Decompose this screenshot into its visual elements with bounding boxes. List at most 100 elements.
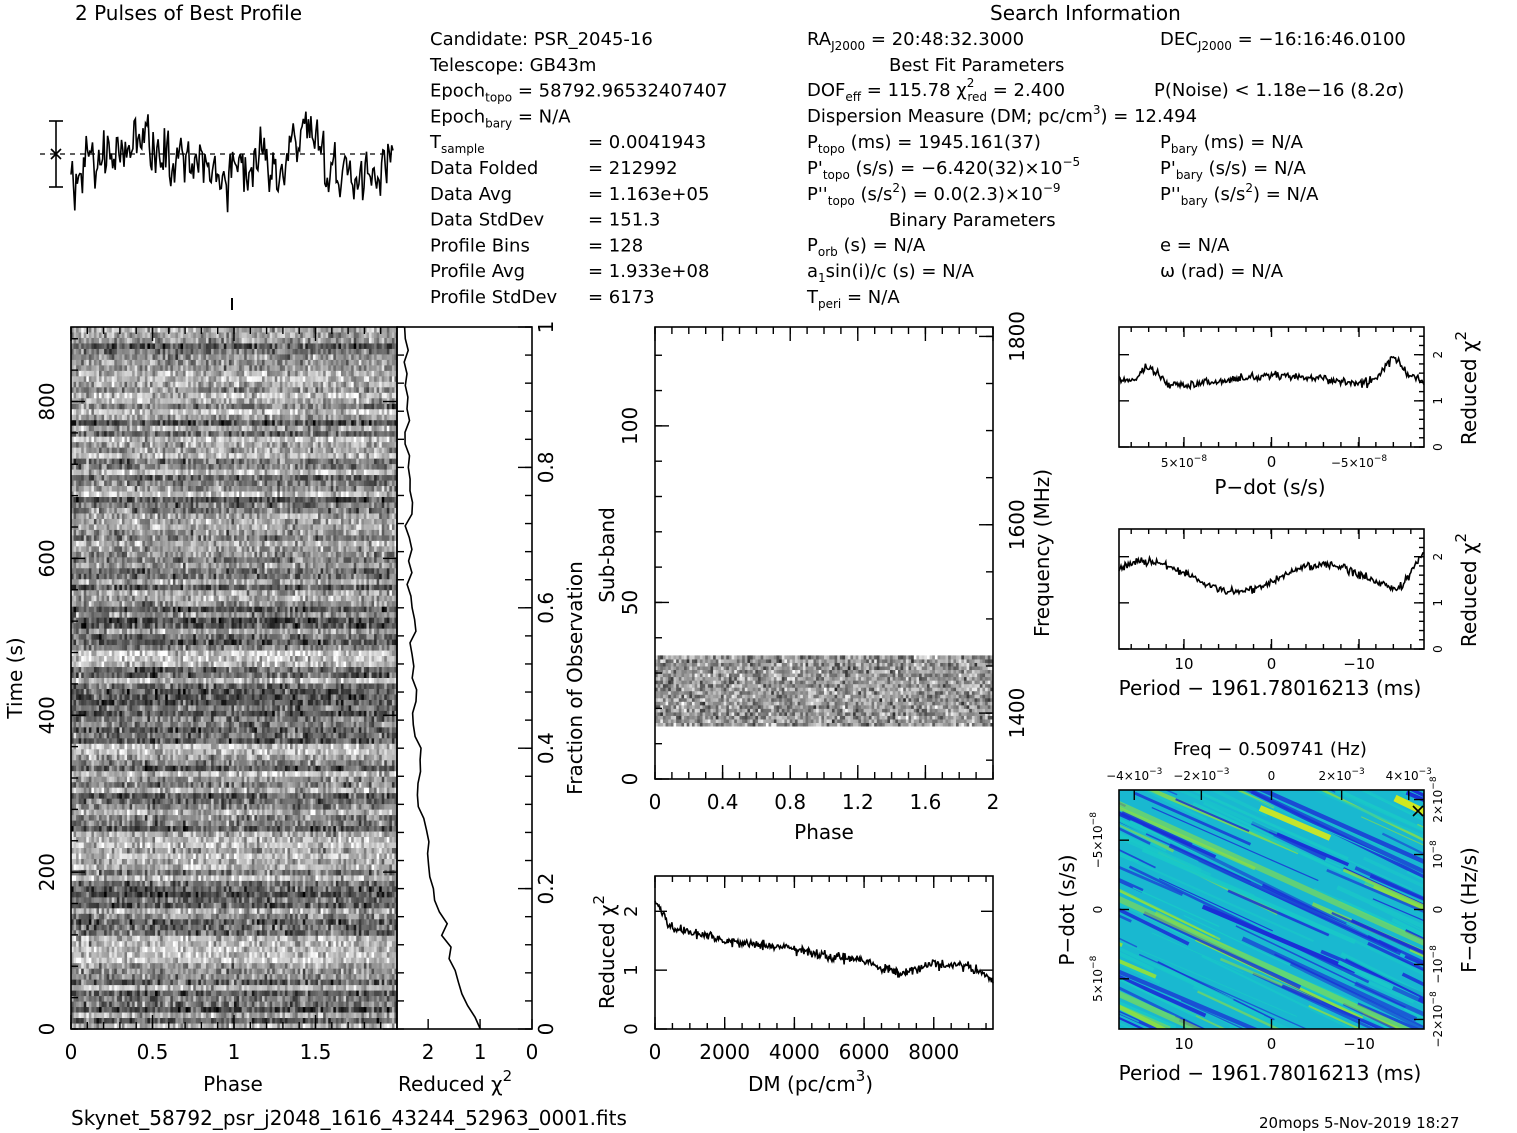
heatmap-cell <box>368 359 373 366</box>
heatmap-cell <box>200 332 205 339</box>
heatmap-cell <box>134 414 138 421</box>
heatmap-cell <box>172 332 177 339</box>
heatmap-cell <box>279 354 283 361</box>
dec-line: DECJ2000 = −16:16:46.0100 <box>1160 29 1406 53</box>
heatmap-cell <box>323 403 327 410</box>
heatmap-cell <box>279 348 283 356</box>
heatmap-cell <box>274 376 278 383</box>
heatmap-cell <box>330 414 334 421</box>
heatmap-cell <box>121 414 126 421</box>
heatmap-cell <box>208 359 212 366</box>
heatmap-cell <box>88 337 92 345</box>
heatmap-cell <box>208 376 212 383</box>
heatmap-cell <box>312 332 317 339</box>
heatmap-cell <box>320 387 324 394</box>
pnoise-line: P(Noise) < 1.18e−16 (8.2σ) <box>1154 80 1404 101</box>
heatmap-cell <box>239 365 243 372</box>
heatmap-cell <box>297 365 301 372</box>
heatmap-cell <box>139 403 143 410</box>
heatmap-cell <box>76 365 80 372</box>
heatmap-cell <box>142 370 146 377</box>
heatmap-cell <box>251 398 255 405</box>
heatmap-cell <box>172 387 177 394</box>
heatmap-cell <box>193 376 197 383</box>
heatmap-cell <box>106 376 110 383</box>
heatmap-cell <box>343 370 347 377</box>
heatmap-cell <box>190 337 194 345</box>
heatmap-cell <box>312 337 317 345</box>
heatmap-cell <box>262 354 266 361</box>
heatmap-cell <box>363 403 368 410</box>
heatmap-cell <box>363 409 368 416</box>
heatmap-cell <box>175 332 179 339</box>
heatmap-cell <box>190 414 194 421</box>
heatmap-cell <box>167 392 171 399</box>
heatmap-cell <box>318 343 322 350</box>
heatmap-cell <box>234 365 238 372</box>
heatmap-cell <box>305 381 309 388</box>
heatmap-cell <box>381 381 385 388</box>
heatmap-cell <box>267 403 271 410</box>
heatmap-cell <box>119 409 123 416</box>
heatmap-cell <box>144 381 149 388</box>
heatmap-cell <box>274 398 278 405</box>
heatmap-cell <box>211 376 215 383</box>
heatmap-cell <box>358 359 362 366</box>
heatmap-cell <box>274 365 278 372</box>
heatmap-cell <box>244 337 248 345</box>
heatmap-cell <box>172 403 177 410</box>
heatmap-cell <box>381 392 385 399</box>
heatmap-cell <box>228 370 233 377</box>
heatmap-cell <box>246 343 250 350</box>
heatmap-cell <box>106 337 110 345</box>
heatmap-cell <box>254 403 258 410</box>
heatmap-cell <box>302 398 306 405</box>
heatmap-cell <box>139 387 143 394</box>
heatmap-cell <box>277 332 281 339</box>
heatmap-cell <box>147 376 151 383</box>
heatmap-cell <box>86 409 90 416</box>
heatmap-cell <box>351 348 355 356</box>
heatmap-cell <box>147 409 151 416</box>
heatmap-cell <box>76 354 80 361</box>
heatmap-cell <box>83 332 87 339</box>
heatmap-cell <box>302 365 306 372</box>
heatmap-cell <box>119 354 123 361</box>
heatmap-cell <box>246 387 250 394</box>
info-left-value: = 151.3 <box>588 210 660 231</box>
heatmap-cell <box>114 327 118 334</box>
heatmap-cell <box>83 398 87 405</box>
heatmap-cell <box>193 403 197 410</box>
heatmap-cell <box>310 387 314 394</box>
heatmap-cell <box>221 392 225 399</box>
heatmap-cell <box>351 354 355 361</box>
heatmap-cell <box>101 376 105 383</box>
heatmap-cell <box>213 359 217 366</box>
heatmap-cell <box>333 387 337 394</box>
info-left-row: Tsample <box>429 132 485 156</box>
heatmap-cell <box>132 376 136 383</box>
heatmap-cell <box>152 354 156 361</box>
heatmap-cell <box>226 381 230 388</box>
heatmap-cell <box>389 354 393 361</box>
heatmap-cell <box>99 398 103 405</box>
heatmap-cell <box>351 403 355 410</box>
heatmap-cell <box>259 359 263 366</box>
heatmap-cell <box>312 403 317 410</box>
heatmap-cell <box>99 337 103 345</box>
heatmap-cell <box>315 337 319 345</box>
heatmap-cell <box>254 376 258 383</box>
heatmap-cell <box>267 392 271 399</box>
heatmap-cell <box>228 343 233 350</box>
heatmap-cell <box>81 370 85 377</box>
heatmap-cell <box>180 343 184 350</box>
heatmap-cell <box>71 354 75 361</box>
heatmap-cell <box>328 370 332 377</box>
heatmap-cell <box>114 381 118 388</box>
heatmap-cell <box>109 354 113 361</box>
heatmap-cell <box>315 381 319 388</box>
heatmap-cell <box>371 398 375 405</box>
heatmap-cell <box>307 332 312 339</box>
heatmap-cell <box>351 343 355 350</box>
heatmap-cell <box>172 370 177 377</box>
